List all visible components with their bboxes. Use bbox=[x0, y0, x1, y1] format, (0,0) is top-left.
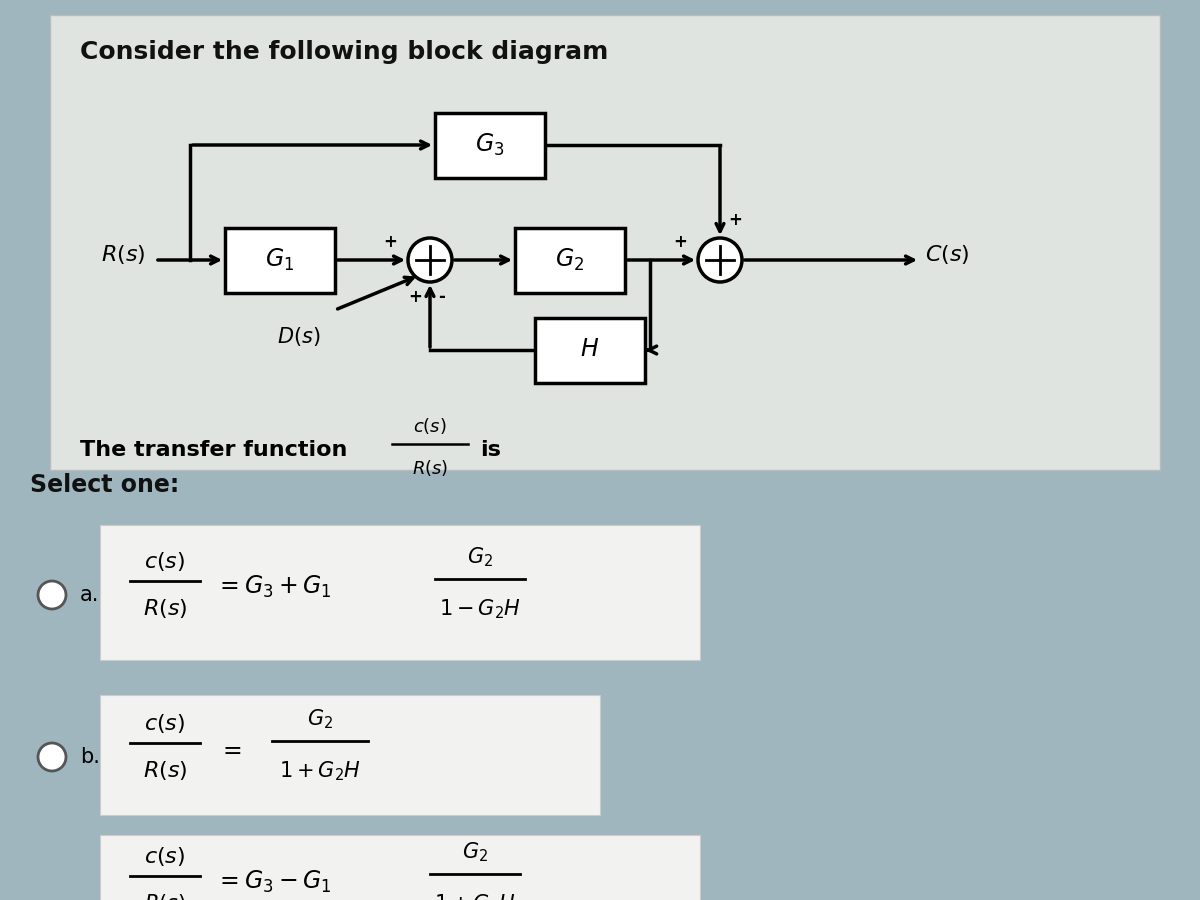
Text: $R(s)$: $R(s)$ bbox=[143, 759, 187, 782]
Bar bbox=[100, 695, 600, 815]
Circle shape bbox=[698, 238, 742, 282]
Text: $G_2$: $G_2$ bbox=[462, 841, 488, 864]
Text: $=$: $=$ bbox=[218, 737, 242, 761]
Text: +: + bbox=[383, 233, 397, 251]
Circle shape bbox=[38, 743, 66, 771]
Text: $D(s)$: $D(s)$ bbox=[276, 325, 320, 348]
Text: $c(s)$: $c(s)$ bbox=[144, 550, 186, 573]
Text: -: - bbox=[438, 288, 445, 306]
Text: $c(s)$: $c(s)$ bbox=[413, 416, 446, 436]
Text: $R(s)$: $R(s)$ bbox=[143, 597, 187, 620]
Circle shape bbox=[38, 581, 66, 609]
Text: $C(s)$: $C(s)$ bbox=[925, 244, 970, 266]
Text: $R(s)$: $R(s)$ bbox=[101, 244, 145, 266]
Text: $c(s)$: $c(s)$ bbox=[144, 712, 186, 735]
Text: $G_2$: $G_2$ bbox=[307, 707, 334, 731]
Bar bbox=[226, 228, 335, 292]
Bar bbox=[535, 318, 646, 382]
Text: $1+G_2H$: $1+G_2H$ bbox=[278, 759, 361, 783]
Text: a.: a. bbox=[80, 585, 100, 605]
Text: $= G_3 - G_1$: $= G_3 - G_1$ bbox=[215, 868, 331, 896]
Bar bbox=[515, 228, 625, 292]
Text: $G_3$: $G_3$ bbox=[475, 132, 505, 158]
Text: $G_1$: $G_1$ bbox=[265, 247, 294, 273]
Text: $c(s)$: $c(s)$ bbox=[144, 845, 186, 868]
Text: $R(s)$: $R(s)$ bbox=[412, 458, 448, 478]
Text: $1-G_2H$: $1-G_2H$ bbox=[439, 597, 521, 621]
Bar bbox=[436, 112, 545, 177]
Text: $G_2$: $G_2$ bbox=[556, 247, 584, 273]
Text: $= G_3 + G_1$: $= G_3 + G_1$ bbox=[215, 574, 331, 600]
Text: +: + bbox=[673, 233, 686, 251]
Circle shape bbox=[408, 238, 452, 282]
Text: $R(s)$: $R(s)$ bbox=[144, 892, 186, 900]
Text: $1+G_2H$: $1+G_2H$ bbox=[434, 892, 516, 900]
Bar bbox=[100, 835, 700, 900]
Text: +: + bbox=[728, 211, 742, 229]
Bar bbox=[100, 525, 700, 660]
Text: The transfer function: The transfer function bbox=[80, 440, 347, 460]
Text: Consider the following block diagram: Consider the following block diagram bbox=[80, 40, 608, 64]
Text: $G_2$: $G_2$ bbox=[467, 545, 493, 569]
Text: Select one:: Select one: bbox=[30, 473, 179, 497]
Text: +: + bbox=[408, 288, 422, 306]
Text: is: is bbox=[480, 440, 500, 460]
Text: b.: b. bbox=[80, 747, 100, 767]
Bar bbox=[50, 15, 1160, 470]
Text: $H$: $H$ bbox=[581, 338, 600, 362]
